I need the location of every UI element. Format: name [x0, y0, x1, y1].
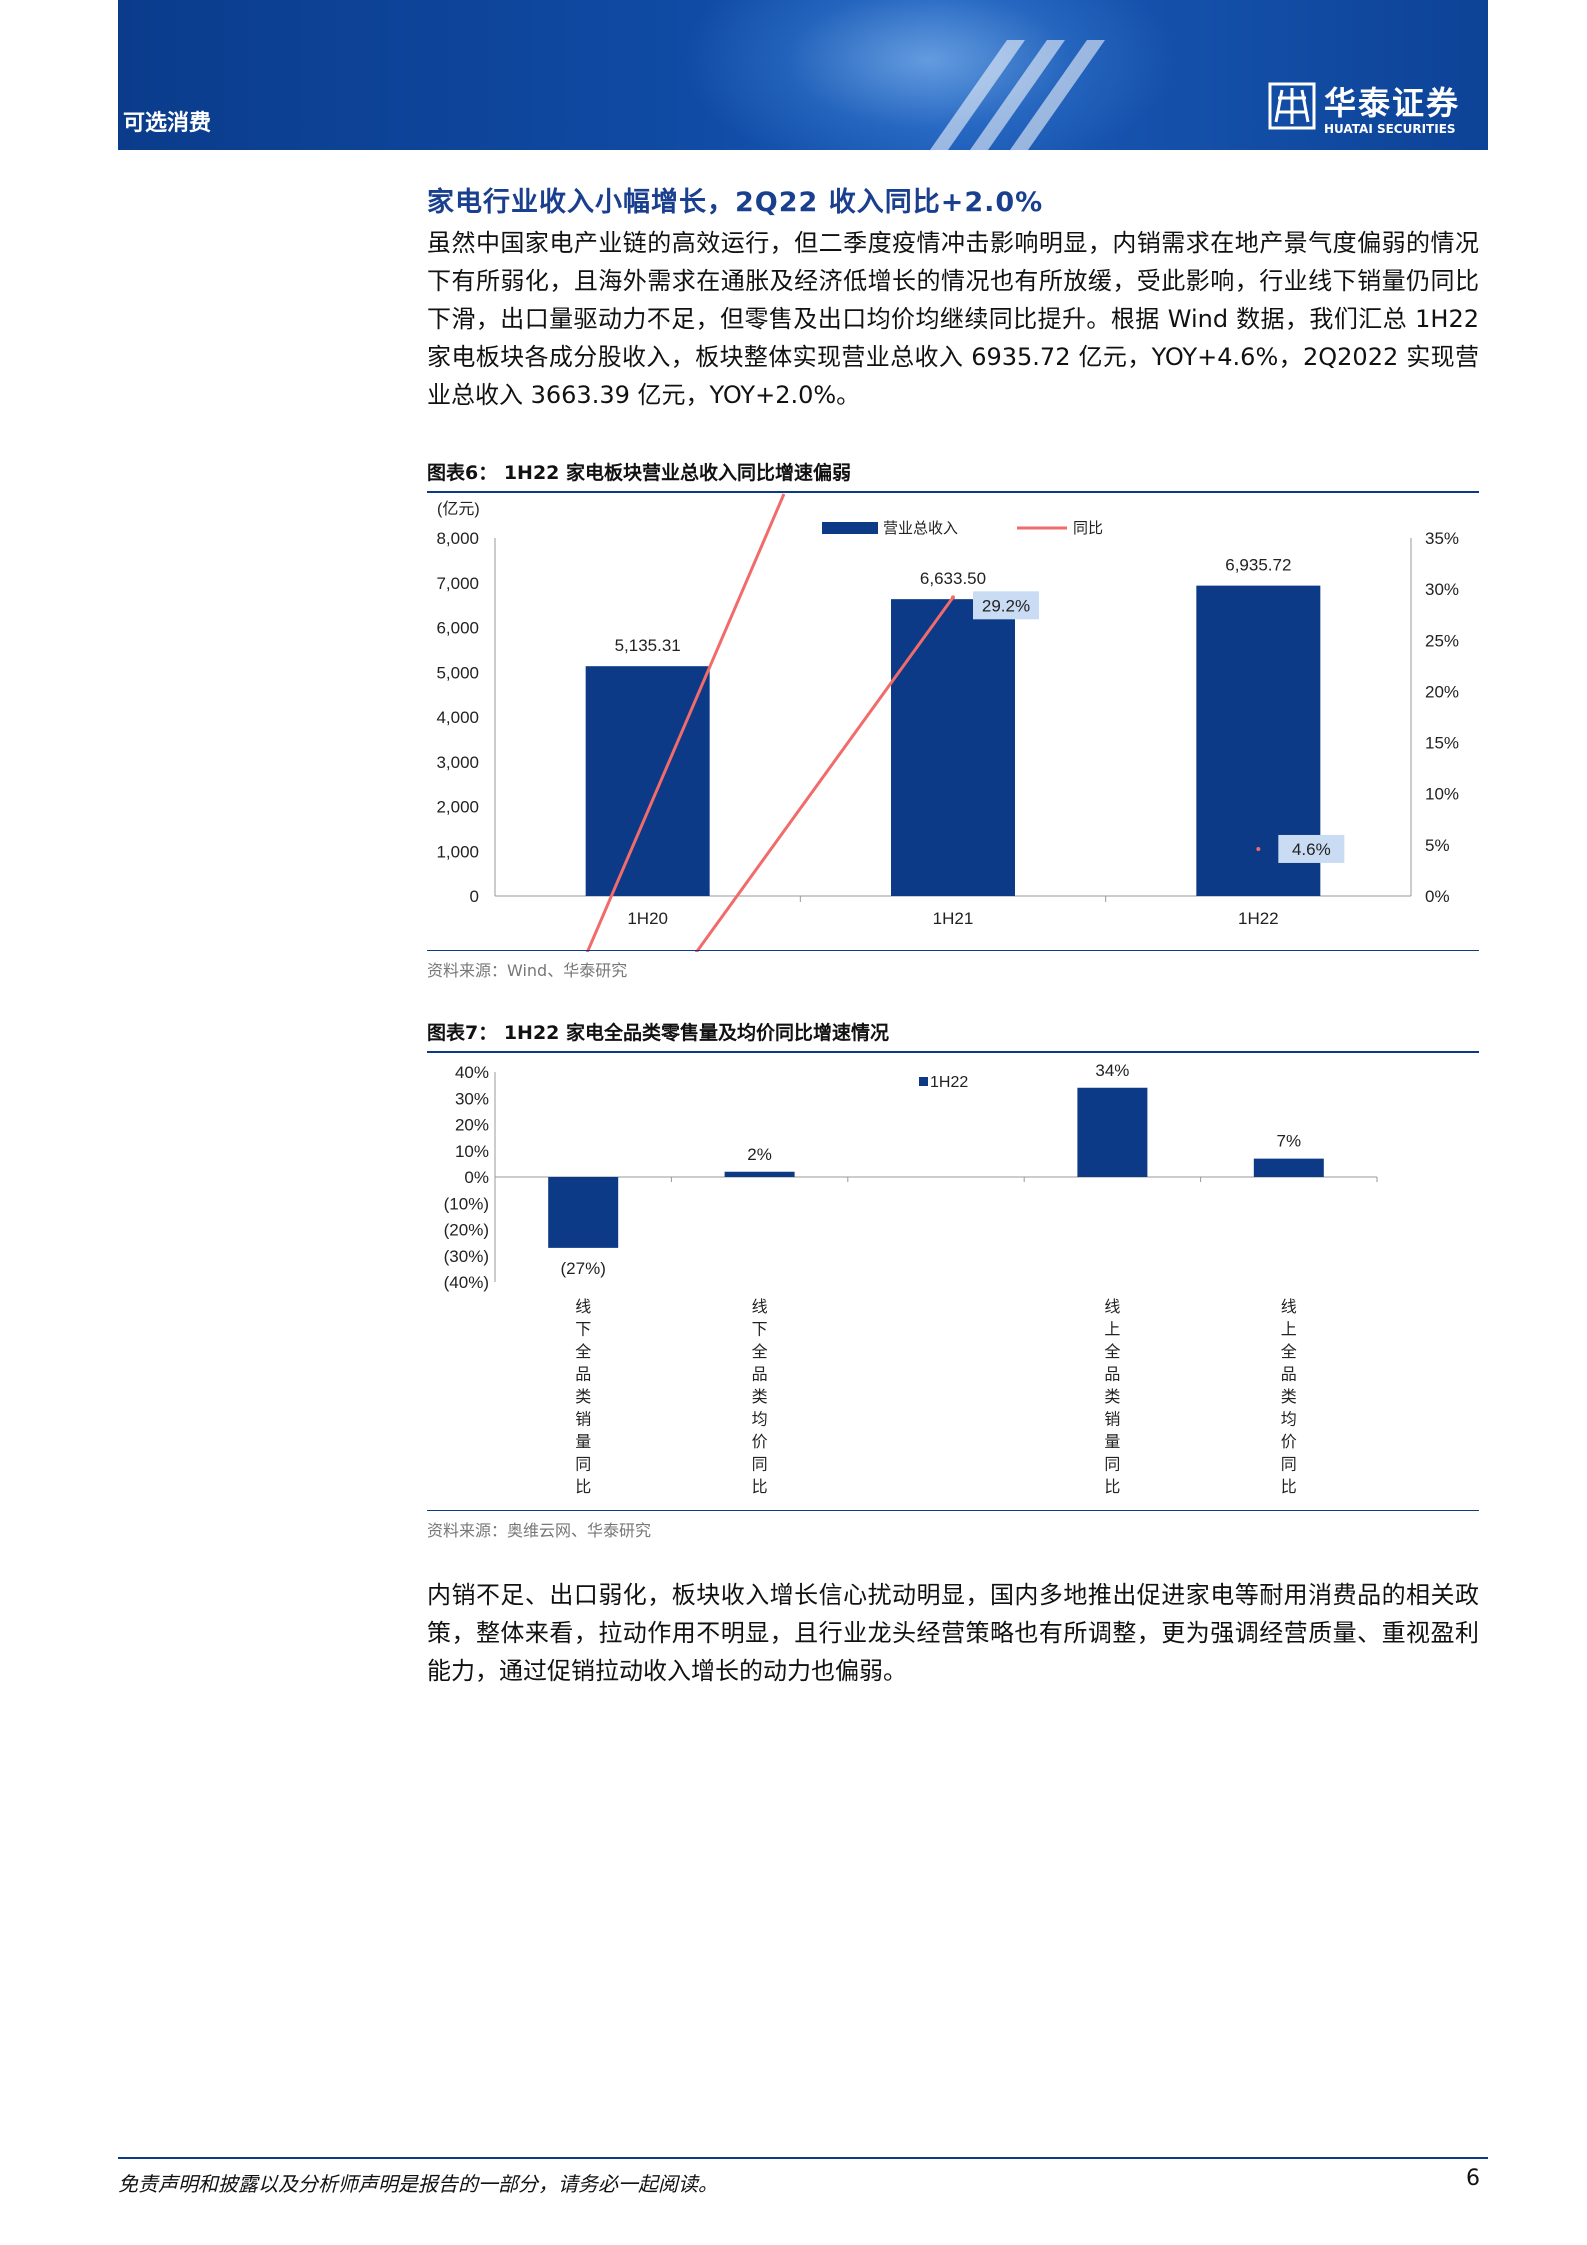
y-tick-label: (40%) — [444, 1273, 489, 1292]
legend-bar-swatch — [822, 522, 878, 534]
y-tick-label: 4,000 — [436, 708, 479, 727]
huatai-logo: 华泰证券 HUATAI SECURITIES — [1268, 78, 1478, 138]
bar-data-label: 7% — [1277, 1132, 1302, 1151]
x-tick-label: 1H21 — [933, 909, 974, 928]
bar-1h22 — [1253, 1158, 1324, 1177]
y-tick-label: 3,000 — [436, 753, 479, 772]
y2-tick-label: 30% — [1425, 580, 1459, 599]
line-point — [951, 595, 955, 600]
y2-tick-label: 15% — [1425, 734, 1459, 753]
y-tick-label: 30% — [455, 1089, 489, 1108]
y2-tick-label: 0% — [1425, 887, 1450, 906]
y-tick-label: (20%) — [444, 1221, 489, 1240]
y2-tick-label: 10% — [1425, 785, 1459, 804]
y2-tick-label: 25% — [1425, 631, 1459, 650]
body-paragraph: 虽然中国家电产业链的高效运行，但二季度疫情冲击影响明显，内销需求在地产景气度偏弱… — [427, 229, 1479, 409]
y2-tick-label: 20% — [1425, 682, 1459, 701]
footer-disclaimer: 免责声明和披露以及分析师声明是报告的一部分，请务必一起阅读。 — [118, 2172, 718, 2196]
figure6-title: 图表6： 1H22 家电板块营业总收入同比增速偏弱 — [427, 458, 1479, 493]
bar-data-label: 6,633.50 — [920, 569, 986, 588]
x-tick-label: 线下全品类销量同比 — [575, 1298, 591, 1496]
y-tick-label: 10% — [455, 1142, 489, 1161]
y-tick-label: 1,000 — [436, 842, 479, 861]
bar-data-label: 5,135.31 — [615, 636, 681, 655]
y-tick-label: (30%) — [444, 1247, 489, 1266]
y2-tick-label: 35% — [1425, 529, 1459, 548]
body-paragraph-2: 内销不足、出口弱化，板块收入增长信心扰动明显，国内多地推出促进家电等耐用消费品的… — [427, 1581, 1479, 1685]
x-tick-label: 1H20 — [627, 909, 668, 928]
bar-data-label: (27%) — [561, 1259, 606, 1278]
footer-divider — [118, 2157, 1488, 2159]
x-tick-label: 1H22 — [1238, 909, 1279, 928]
bar-revenue — [891, 599, 1015, 896]
legend-label: 1H22 — [930, 1074, 968, 1091]
line-point — [1256, 846, 1261, 851]
x-tick-label: 线下全品类均价同比 — [752, 1298, 768, 1496]
bar-data-label: 2% — [747, 1145, 772, 1164]
bar-data-label: 34% — [1095, 1061, 1129, 1080]
y-tick-label: 5,000 — [436, 663, 479, 682]
figure6-source: 资料来源：Wind、华泰研究 — [427, 950, 1479, 981]
bar-1h22 — [1077, 1087, 1148, 1177]
legend-bar-label: 营业总收入 — [883, 520, 958, 537]
y-tick-label: 0 — [470, 887, 479, 906]
bar-revenue — [585, 666, 710, 896]
line-label-box — [973, 591, 1039, 620]
y-tick-label: 20% — [455, 1116, 489, 1135]
logo-text-cn: 华泰证券 — [1324, 84, 1461, 122]
y2-tick-label: 5% — [1425, 836, 1450, 855]
y-tick-label: (10%) — [444, 1194, 489, 1213]
header-decoration — [678, 0, 1178, 150]
y-tick-label: 40% — [455, 1063, 489, 1082]
figure7-chart: 40% 30% 20% 10% 0% (10%) (20%) (30%) (40%) 1H22 (2… — [444, 1061, 1378, 1496]
logo-text-en: HUATAI SECURITIES — [1324, 122, 1456, 136]
huatai-logo-icon — [1268, 82, 1316, 130]
line-label-box — [1278, 834, 1345, 863]
line-yoy — [585, 493, 955, 952]
x-tick-label: 线上全品类均价同比 — [1281, 1298, 1297, 1496]
legend-line-label: 同比 — [1073, 520, 1103, 537]
figure7-title: 图表7： 1H22 家电全品类零售量及均价同比增速情况 — [427, 1018, 1479, 1053]
y-tick-label: 6,000 — [436, 619, 479, 638]
x-tick-label: 线上全品类销量同比 — [1104, 1298, 1120, 1496]
section-title: 家电行业收入小幅增长，2Q22 收入同比+2.0% — [427, 187, 1044, 218]
y-tick-label: 7,000 — [436, 574, 479, 593]
y-tick-label: 8,000 — [436, 529, 479, 548]
y-tick-label: 2,000 — [436, 798, 479, 817]
sector-label: 可选消费 — [123, 111, 212, 136]
figure7-source: 资料来源：奥维云网、华泰研究 — [427, 1510, 1479, 1541]
y-tick-label: 0% — [464, 1168, 489, 1187]
bar-1h22 — [548, 1177, 619, 1248]
report-header: 可选消费 华泰证券 HUATAI SECURITIES — [118, 0, 1488, 150]
legend-swatch — [919, 1077, 928, 1086]
bar-data-label: 6,935.72 — [1225, 556, 1291, 575]
line-data-label: 29.2% — [982, 596, 1030, 615]
figure6-chart: (亿元) 营业总收入 同比 8,000 7,000 6,000 5,000 4,000 3,00… — [436, 493, 1459, 952]
line-data-label: 4.6% — [1292, 840, 1331, 859]
bar-1h22 — [724, 1171, 795, 1177]
y-axis-unit: (亿元) — [437, 500, 480, 518]
page-number: 6 — [1466, 2166, 1480, 2191]
